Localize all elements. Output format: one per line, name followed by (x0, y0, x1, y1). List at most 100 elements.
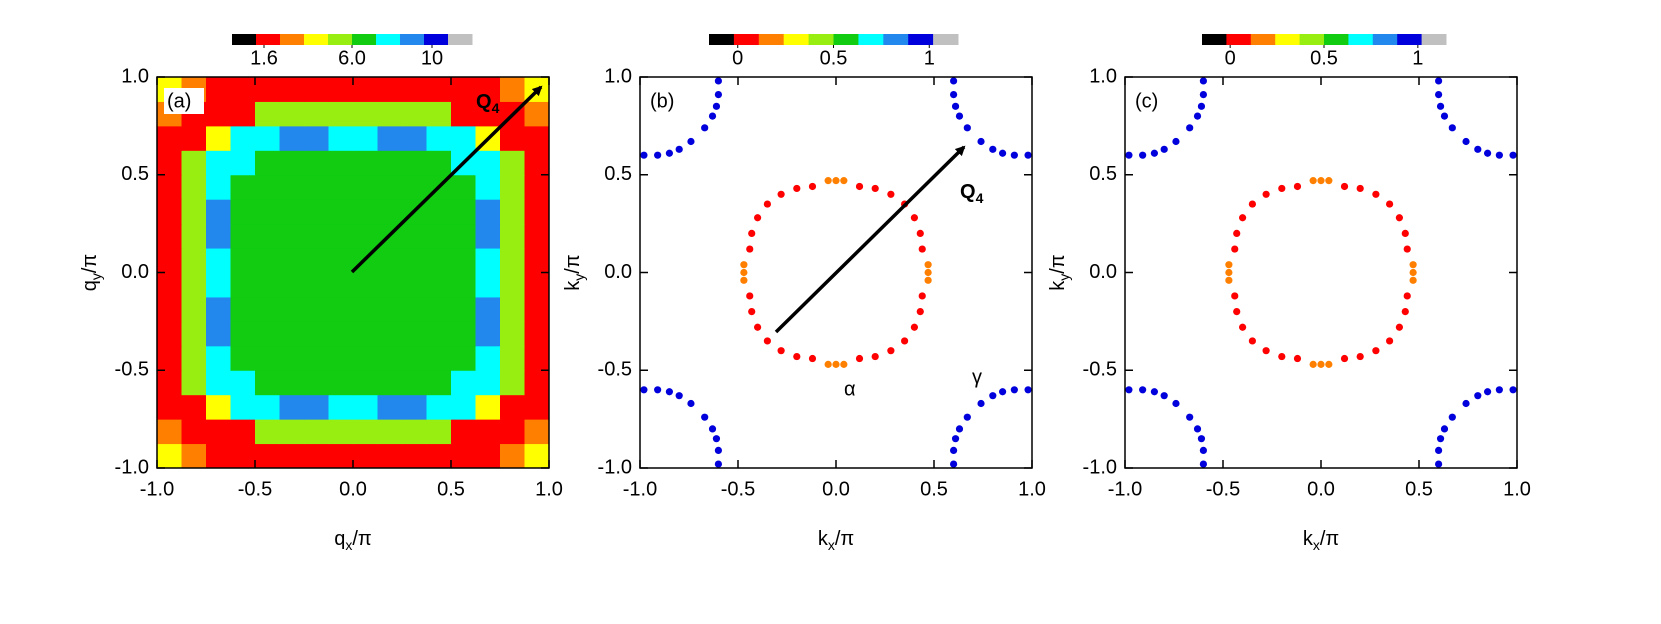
point (754, 214, 762, 222)
point (1193, 425, 1202, 433)
point (1340, 354, 1349, 363)
heatmap-cell (524, 419, 550, 445)
heatmap-cell (304, 321, 329, 347)
heatmap-cell (353, 394, 378, 420)
point (1231, 292, 1239, 300)
heatmap-cell (500, 199, 525, 225)
point (777, 190, 785, 198)
heatmap-cell (279, 77, 305, 102)
heatmap-cell (328, 296, 354, 322)
point (1139, 151, 1147, 159)
point (1436, 435, 1445, 443)
heatmap-cell (328, 174, 354, 200)
colorbar-segment (709, 34, 735, 45)
heatmap-cell (353, 370, 378, 396)
heatmap-cell (206, 296, 231, 322)
colorbar-segment (883, 34, 909, 45)
heatmap-cell (255, 77, 280, 102)
point (918, 245, 926, 253)
point (1495, 386, 1503, 394)
point (1186, 413, 1194, 421)
x-axis-label: kx/π (818, 528, 854, 552)
arrow-label-main: Q (960, 181, 976, 203)
heatmap-cell (451, 394, 476, 420)
colorbar-tick-label: 0.5 (820, 47, 848, 69)
y-axis-label-main: k (562, 280, 584, 291)
heatmap-cell (230, 77, 256, 102)
x-axis-label: kx/π (1303, 528, 1339, 552)
point (989, 145, 997, 153)
point (1435, 460, 1443, 468)
heatmap-cell (475, 321, 501, 347)
point (675, 145, 683, 153)
point (1356, 184, 1364, 193)
point (1462, 137, 1470, 146)
x-tick-label: 0.0 (1307, 478, 1335, 500)
heatmap-cell (181, 174, 207, 200)
heatmap-cell (157, 125, 182, 151)
heatmap-cell (451, 345, 476, 371)
heatmap-cell (206, 199, 231, 225)
heatmap-cell (353, 272, 378, 298)
colorbar-segment (808, 34, 834, 45)
heatmap-cell (181, 443, 207, 469)
heatmap-cell (475, 296, 501, 322)
point (1199, 77, 1207, 85)
colorbar-segment (1275, 34, 1301, 45)
heatmap-cell (524, 370, 550, 396)
y-tick-label: -1.0 (1083, 456, 1117, 478)
x-tick-label: -0.5 (1206, 478, 1240, 500)
x-axis-label-rest: /π (1320, 528, 1339, 550)
heatmap-cell (402, 272, 427, 298)
heatmap-cell (377, 370, 403, 396)
heatmap-cell (157, 248, 182, 273)
heatmap-cell (328, 248, 354, 273)
heatmap-cell (524, 150, 550, 176)
heatmap-cell (402, 150, 427, 176)
colorbar-segment (783, 34, 810, 45)
panel-label-box (164, 88, 204, 114)
heatmap-cell (426, 272, 452, 298)
heatmap-cell (230, 248, 256, 273)
heatmap-cell (230, 223, 256, 249)
heatmap-cell (328, 125, 354, 151)
heatmap-cell (230, 296, 256, 322)
heatmap-cell (230, 370, 256, 396)
point (1401, 229, 1409, 237)
heatmap-cell (402, 370, 427, 396)
heatmap-cell (206, 272, 231, 298)
heatmap-cell (500, 125, 525, 151)
heatmap-cell (451, 125, 476, 151)
x-axis-label-main: q (334, 528, 345, 550)
heatmap-cell (230, 443, 256, 469)
point (1233, 229, 1241, 237)
point (1309, 360, 1317, 368)
heatmap-cell (255, 150, 280, 176)
heatmap-cell (206, 223, 231, 249)
point (916, 308, 924, 316)
point (1409, 276, 1417, 284)
arrow-label-sub: 4 (492, 100, 500, 116)
colorbar-segment (733, 34, 760, 45)
heatmap-cell (279, 394, 305, 420)
heatmap-cell (304, 272, 329, 298)
gamma-label: γ (972, 366, 982, 388)
heatmap-cell (206, 77, 231, 102)
heatmap-cell (279, 125, 305, 151)
heatmap-cell (475, 394, 501, 420)
x-tick-label: -1.0 (1108, 478, 1142, 500)
heatmap-cell (500, 174, 525, 200)
heatmap-cell (402, 174, 427, 200)
point (824, 360, 832, 368)
point (1372, 190, 1380, 198)
heatmap-cell (377, 125, 403, 151)
point (665, 388, 674, 396)
x-tick-label: -1.0 (623, 478, 657, 500)
heatmap-cell (157, 419, 182, 445)
heatmap-cell (181, 125, 207, 151)
point (1386, 200, 1394, 208)
colorbar-segment (1421, 34, 1447, 45)
point (950, 77, 958, 85)
heatmap-cell (451, 174, 476, 200)
heatmap-cell (426, 223, 452, 249)
